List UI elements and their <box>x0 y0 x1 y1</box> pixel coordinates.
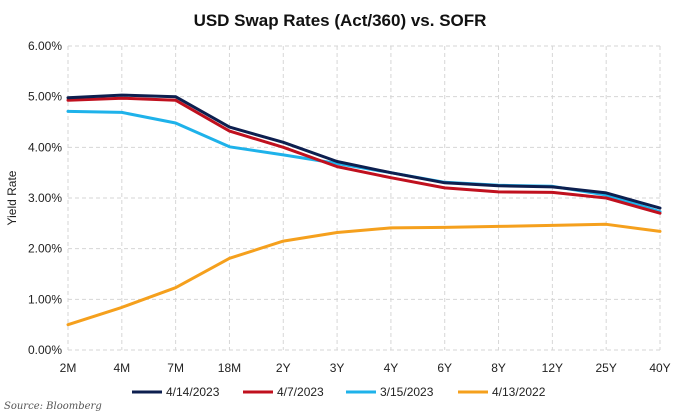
y-tick-label: 1.00% <box>28 292 62 306</box>
x-tick-label: 3Y <box>330 361 345 375</box>
x-tick-label: 2M <box>60 361 77 375</box>
legend-label: 3/15/2023 <box>380 385 434 399</box>
x-tick-label: 40Y <box>649 361 670 375</box>
series-line <box>66 109 662 214</box>
y-axis-label: Yield Rate <box>5 170 19 225</box>
chart-title: USD Swap Rates (Act/360) vs. SOFR <box>194 11 487 30</box>
x-tick-label: 8Y <box>491 361 506 375</box>
x-tick-label: 4Y <box>384 361 399 375</box>
x-tick-label: 2Y <box>276 361 291 375</box>
x-tick-label: 12Y <box>542 361 563 375</box>
y-tick-label: 5.00% <box>28 90 62 104</box>
legend-label: 4/14/2023 <box>166 385 220 399</box>
x-axis-ticks: 2M 4M 7M 18M 2Y 3Y 4Y 6Y 8Y 12Y 25Y 40Y <box>60 361 671 375</box>
y-tick-label: 6.00% <box>28 39 62 53</box>
x-tick-label: 4M <box>113 361 130 375</box>
grid <box>67 45 661 351</box>
y-tick-label: 3.00% <box>28 191 62 205</box>
series-lines <box>66 93 662 327</box>
y-tick-label: 2.00% <box>28 242 62 256</box>
series-line <box>66 96 662 215</box>
y-axis-ticks: 0.00% 1.00% 2.00% 3.00% 4.00% 5.00% 6.00% <box>28 39 62 357</box>
x-tick-label: 18M <box>218 361 241 375</box>
series-line <box>66 222 662 327</box>
y-tick-label: 4.00% <box>28 140 62 154</box>
y-tick-label: 0.00% <box>28 343 62 357</box>
legend: 4/14/2023 4/7/2023 3/15/2023 4/13/2022 <box>132 385 546 399</box>
x-tick-label: 6Y <box>437 361 452 375</box>
source-note: Source: Bloomberg <box>4 401 102 412</box>
legend-label: 4/13/2022 <box>492 385 546 399</box>
series-line <box>66 93 662 210</box>
x-tick-label: 7M <box>167 361 184 375</box>
legend-label: 4/7/2023 <box>277 385 324 399</box>
x-tick-label: 25Y <box>596 361 617 375</box>
